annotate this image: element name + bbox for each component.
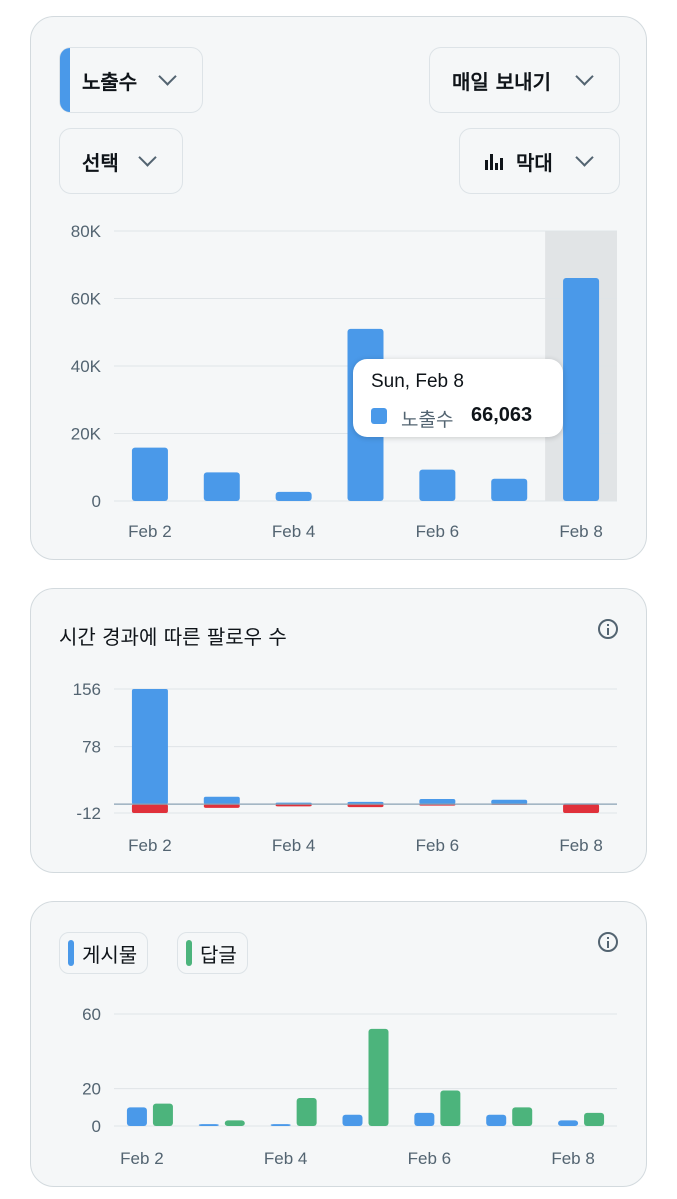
bar-negative [203,804,240,808]
y-tick-label: 20 [82,1080,101,1099]
y-tick-label: 0 [92,492,101,511]
chart-tooltip: Sun, Feb 8 노출수 66,063 [353,359,563,437]
bar-posts [414,1112,435,1126]
followers-chart: 156 78 -12 Feb 2 Feb 4 Feb 6 Feb 8 [73,680,617,855]
bar-positive [131,689,168,805]
x-tick-label: Feb 2 [120,1149,163,1168]
tooltip-series-name: 노출수 [401,409,454,431]
legend-posts[interactable]: 게시물 [59,932,149,974]
bar-replies [368,1028,389,1126]
bar-replies [296,1098,317,1126]
bar-positive [203,796,240,805]
bar-posts [486,1114,507,1126]
x-tick-label: Feb 2 [128,836,171,855]
impressions-card: 노출수 매일 보내기 선택 막대 80K 60K 40K 20K 0 Feb 2 Feb 4… [30,16,647,560]
impressions-chart: 80K 60K 40K 20K 0 Feb 2 Feb 4 Feb 6 Feb 8 [71,222,617,541]
y-tick-label: -12 [76,804,101,823]
x-tick-label: Feb 8 [559,522,602,541]
bar-replies [512,1107,533,1126]
y-tick-label: 80K [71,222,102,241]
legend-posts-label: 게시물 [82,942,138,967]
bar [203,472,240,501]
legend-replies-label: 답글 [200,942,237,967]
y-tick-label: 0 [92,1117,101,1136]
select-dropdown-label: 선택 [82,150,119,175]
y-tick-label: 40K [71,357,102,376]
followers-card-title: 시간 경과에 따른 팔로우 수 [59,625,287,649]
bar-positive [491,799,528,805]
bar [491,478,528,501]
bar-negative [563,804,600,813]
tooltip-date: Sun, Feb 8 [371,371,464,392]
x-tick-label: Feb 8 [551,1149,594,1168]
bar-posts [126,1107,147,1126]
bar [419,469,456,501]
tooltip-series-swatch [371,408,387,424]
y-tick-label: 60K [71,290,102,309]
x-tick-label: Feb 4 [264,1149,307,1168]
bar-posts [270,1124,291,1126]
posts-replies-card: 게시물 답글 60 20 0 Feb 2 Feb 4 Feb 6 Feb 8 [30,901,647,1187]
legend-posts-swatch [68,940,74,966]
x-tick-label: Feb 6 [416,522,459,541]
chart-type-label: 막대 [516,150,553,175]
y-tick-label: 60 [82,1005,101,1024]
info-icon[interactable] [598,619,618,639]
info-icon[interactable] [598,932,618,952]
x-tick-label: Feb 6 [408,1149,451,1168]
bar-replies [152,1103,173,1126]
x-tick-label: Feb 6 [416,836,459,855]
bar-positive [419,798,456,805]
x-tick-label: Feb 4 [272,836,315,855]
metric-dropdown-label: 노출수 [82,69,138,94]
frequency-dropdown-label: 매일 보내기 [452,69,551,94]
legend-replies-swatch [186,940,192,966]
bar-replies [440,1090,461,1126]
bar-replies [584,1112,605,1126]
x-tick-label: Feb 2 [128,522,171,541]
bar-posts [342,1114,363,1126]
followers-card: 시간 경과에 따른 팔로우 수 156 78 -12 Feb 2 Feb 4 Feb 6 F… [30,588,647,873]
posts-replies-chart: 60 20 0 Feb 2 Feb 4 Feb 6 Feb 8 [82,1005,617,1168]
metric-color-accent [60,48,70,112]
frequency-dropdown[interactable]: 매일 보내기 [429,47,620,113]
bar-posts [198,1124,219,1126]
metric-dropdown[interactable]: 노출수 [59,47,203,113]
y-tick-label: 78 [82,738,101,757]
legend-replies[interactable]: 답글 [177,932,248,974]
y-tick-label: 20K [71,425,102,444]
y-tick-label: 156 [73,680,101,699]
x-tick-label: Feb 4 [272,522,315,541]
bar-negative [347,804,384,808]
bar-posts [558,1120,579,1126]
x-tick-label: Feb 8 [559,836,602,855]
bar-chart-icon [484,152,504,170]
chart-type-dropdown[interactable]: 막대 [459,128,620,194]
bar-negative [131,804,168,813]
tooltip-value: 66,063 [471,404,533,426]
select-dropdown[interactable]: 선택 [59,128,183,194]
bar [563,278,600,501]
bar [275,491,312,501]
bar-replies [224,1120,245,1126]
bar [131,447,168,501]
